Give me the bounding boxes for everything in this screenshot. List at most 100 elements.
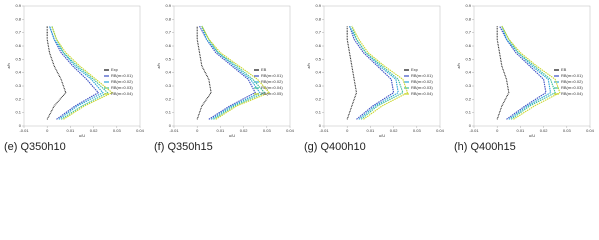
profile-line	[196, 26, 212, 120]
legend-label: Exp	[411, 67, 419, 72]
x-tick-label: 0.01	[367, 128, 376, 133]
profile-line	[46, 26, 67, 120]
legend-label: EB	[261, 67, 267, 72]
profile-line	[351, 25, 404, 120]
y-tick-label: 0.8	[15, 16, 21, 21]
y-tick-label: 0.7	[315, 30, 321, 35]
x-tick-label: 0	[46, 128, 49, 133]
legend-label: RB(m=0.03)	[411, 85, 433, 90]
y-tick-label: 0.7	[15, 30, 21, 35]
x-tick-label: 0	[196, 128, 199, 133]
legend-label: RB(m=0.03)	[111, 85, 133, 90]
y-tick-label: 0.3	[465, 83, 471, 88]
profile-line	[201, 25, 261, 120]
x-tick-label: -0.01	[319, 128, 329, 133]
y-tick-label: 0.5	[15, 56, 21, 61]
profile-line	[49, 25, 100, 120]
y-tick-label: 0.4	[465, 70, 471, 75]
x-tick-label: 0.04	[136, 128, 145, 133]
x-tick-label: 0.01	[517, 128, 526, 133]
profile-line	[501, 25, 561, 120]
profile-line	[349, 25, 395, 120]
y-tick-label: 0.4	[15, 70, 21, 75]
y-tick-label: 0.1	[165, 110, 171, 115]
legend-label: RB(m=0.01)	[261, 73, 283, 78]
legend-label: RB(m=0.01)	[561, 73, 583, 78]
x-tick-label: 0.01	[217, 128, 226, 133]
x-tick-label: 0.01	[67, 128, 76, 133]
x-tick-label: -0.01	[169, 128, 179, 133]
y-axis-label: z/h	[306, 63, 311, 68]
y-tick-label: 0.1	[15, 110, 21, 115]
profile-line	[496, 26, 510, 120]
plot-frame	[323, 5, 441, 127]
panel-caption: (h) Q400h15	[454, 141, 516, 153]
x-tick-label: 0.04	[436, 128, 445, 133]
y-tick-label: 0.2	[465, 96, 471, 101]
profile-line	[51, 25, 109, 120]
y-tick-label: 0.5	[165, 56, 171, 61]
x-tick-label: 0.02	[390, 128, 399, 133]
y-tick-label: 0	[319, 123, 322, 128]
y-tick-label: 0.2	[15, 96, 21, 101]
figure: 00.10.20.30.40.50.60.70.80.9-0.01 0 0.01 0.…	[4, 3, 595, 153]
legend-label: Exp	[111, 67, 119, 72]
x-tick-label: 0.03	[263, 128, 272, 133]
y-tick-label: 0.6	[15, 43, 21, 48]
legend-label: RB(m=0.04)	[411, 91, 433, 96]
panel-caption: (f) Q350h15	[154, 141, 213, 153]
y-tick-label: 0.1	[465, 110, 471, 115]
legend-label: EB	[561, 67, 567, 72]
y-tick-label: 0.9	[315, 3, 321, 8]
profile-line	[49, 25, 104, 120]
y-axis-label: z/h	[156, 63, 161, 68]
x-axis-label: u/U	[229, 133, 235, 138]
x-tick-label: 0.03	[563, 128, 572, 133]
x-axis-label: u/U	[529, 133, 535, 138]
panel-caption: (g) Q400h10	[304, 141, 366, 153]
y-tick-label: 0.3	[165, 83, 171, 88]
profile-line	[51, 25, 114, 120]
legend-label: RB(m=0.03)	[561, 85, 583, 90]
x-tick-label: 0.03	[113, 128, 122, 133]
x-tick-label: 0	[496, 128, 499, 133]
y-tick-label: 0.3	[315, 83, 321, 88]
y-tick-label: 0.5	[315, 56, 321, 61]
x-tick-label: -0.01	[19, 128, 29, 133]
profile-line	[501, 25, 556, 120]
x-axis-label: u/U	[79, 133, 85, 138]
y-tick-label: 0.9	[165, 3, 171, 8]
profile-line	[501, 25, 552, 120]
x-tick-label: 0	[346, 128, 349, 133]
y-axis-label: z/h	[456, 63, 461, 68]
plot-frame	[473, 5, 591, 127]
profile-line	[349, 25, 399, 120]
y-tick-label: 0.6	[465, 43, 471, 48]
y-tick-label: 0	[19, 123, 22, 128]
y-tick-label: 0.7	[465, 30, 471, 35]
y-tick-label: 0.9	[15, 3, 21, 8]
profile-line	[201, 25, 266, 120]
profile-line	[199, 25, 256, 120]
y-tick-label: 0.2	[315, 96, 321, 101]
panel-caption: (e) Q350h10	[4, 141, 66, 153]
legend-label: RB(m=0.04)	[561, 91, 583, 96]
y-tick-label: 0.8	[465, 16, 471, 21]
x-tick-label: 0.04	[286, 128, 295, 133]
x-tick-label: 0.02	[90, 128, 99, 133]
x-tick-label: -0.01	[469, 128, 479, 133]
y-tick-label: 0	[169, 123, 172, 128]
plot-frame	[23, 5, 141, 127]
legend-label: RB(m=0.04)	[261, 85, 283, 90]
legend-label: RB(m=0.02)	[561, 79, 583, 84]
profile-line	[346, 26, 358, 120]
y-tick-label: 0	[469, 123, 472, 128]
x-axis-label: u/U	[379, 133, 385, 138]
x-tick-label: 0.02	[540, 128, 549, 133]
legend-label: RB(m=0.01)	[111, 73, 133, 78]
x-tick-label: 0.02	[240, 128, 249, 133]
x-tick-label: 0.03	[413, 128, 422, 133]
y-tick-label: 0.6	[315, 43, 321, 48]
y-tick-label: 0.8	[315, 16, 321, 21]
legend-label: RB(m=0.02)	[111, 79, 133, 84]
